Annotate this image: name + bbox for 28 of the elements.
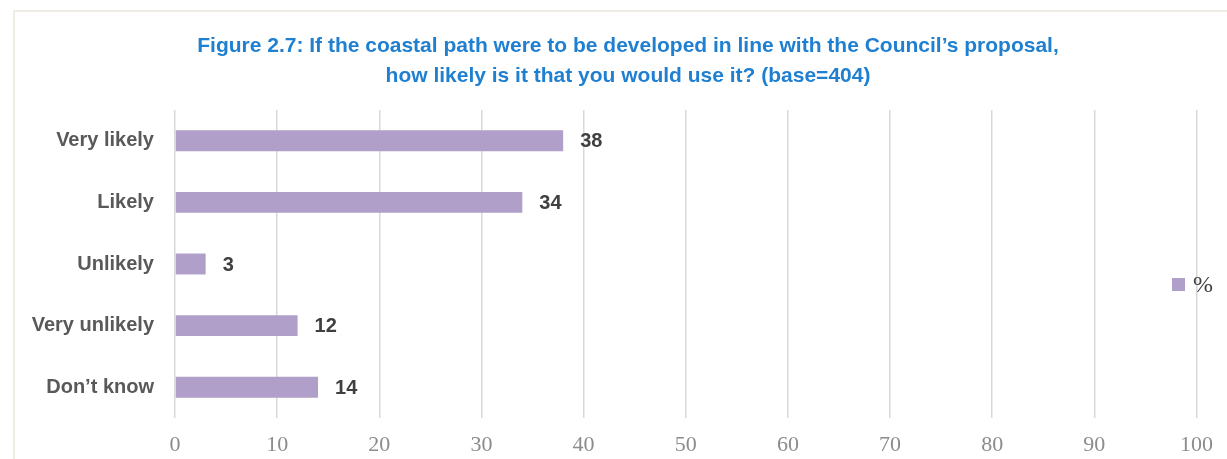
bar — [175, 376, 319, 398]
x-tick-label: 0 — [169, 430, 181, 456]
x-tick-label: 60 — [776, 430, 799, 456]
data-label: 34 — [539, 190, 563, 213]
x-tick-label: 70 — [879, 430, 902, 456]
data-label: 12 — [314, 314, 337, 337]
data-label: 14 — [335, 375, 359, 398]
x-tick-label: 10 — [266, 430, 289, 456]
bar — [175, 253, 206, 275]
bar — [175, 130, 564, 152]
x-tick-label: 40 — [572, 430, 595, 456]
x-tick-label: 30 — [470, 430, 493, 456]
y-tick-label: Very likely — [56, 128, 155, 151]
chart-title: Figure 2.7: If the coastal path were to be developed in line with the Council’s proposal, how likely is it that you would use it? (base=404) — [197, 33, 1059, 86]
y-tick-label: Very unlikely — [31, 313, 155, 336]
x-tick-label: 20 — [368, 430, 391, 456]
data-label: 3 — [222, 252, 234, 275]
y-tick-label: Likely — [97, 189, 155, 212]
bar — [175, 315, 298, 337]
legend-label: % — [1193, 270, 1213, 298]
bar — [175, 191, 523, 213]
y-tick-label: Unlikely — [77, 251, 155, 274]
x-tick-label: 50 — [674, 430, 697, 456]
y-tick-label: Don’t know — [46, 374, 155, 397]
x-tick-label: 90 — [1083, 430, 1106, 456]
x-tick-label: 80 — [981, 430, 1004, 456]
data-label: 38 — [580, 129, 603, 152]
x-tick-label: 100 — [1180, 430, 1213, 456]
